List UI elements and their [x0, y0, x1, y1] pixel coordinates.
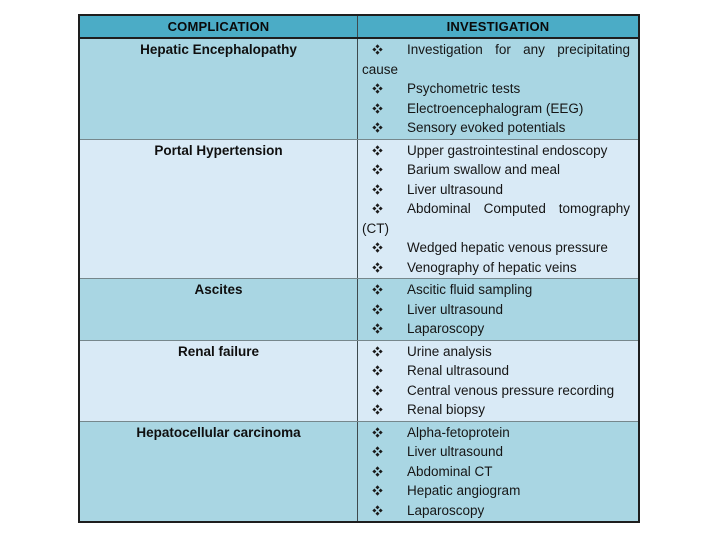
diamond-bullet-icon [372, 144, 383, 156]
investigation-item: Renal ultrasound [362, 361, 630, 381]
investigation-item: Upper gastrointestinal endoscopy [362, 141, 630, 161]
diamond-bullet-icon [372, 465, 383, 477]
investigation-text: Ascitic fluid sampling [407, 282, 533, 297]
table-row-renal-failure: Renal failure Urine analysis Renal ultra… [80, 340, 638, 422]
investigation-item: Investigation for any precipitating caus… [362, 40, 630, 79]
column-header-investigation: INVESTIGATION [446, 19, 550, 34]
investigation-item: Wedged hepatic venous pressure [362, 238, 630, 258]
diamond-bullet-icon [372, 504, 383, 516]
investigation-item: Hepatic angiogram [362, 481, 630, 501]
diamond-bullet-icon [372, 384, 383, 396]
diamond-bullet-icon [372, 404, 383, 415]
investigation-text: Laparoscopy [407, 502, 485, 518]
diamond-bullet-icon [372, 261, 383, 273]
investigation-item: Laparoscopy [362, 319, 630, 339]
investigation-item: Liver ultrasound [362, 442, 630, 462]
investigation-text: Electroencephalogram (EEG) [407, 100, 584, 116]
diamond-bullet-icon [372, 102, 383, 114]
table-row-hepatocellular-carcinoma: Hepatocellular carcinoma Alpha-fetoprote… [80, 421, 638, 522]
investigation-text: Venography of hepatic veins [407, 259, 577, 275]
complication-cell: Hepatic Encephalopathy [80, 39, 358, 139]
investigation-text: Alpha-fetoprotein [407, 424, 510, 440]
investigation-text: Abdominal Computed tomography (CT) [362, 201, 630, 236]
investigation-item: Psychometric tests [362, 79, 630, 99]
diamond-bullet-icon [372, 345, 383, 357]
complication-cell: Portal Hypertension [80, 139, 358, 278]
investigation-text: Liver ultrasound [407, 301, 504, 317]
diamond-bullet-icon [372, 365, 383, 376]
investigation-cell: Ascitic fluid sampling Liver ultrasound … [358, 279, 638, 340]
diamond-bullet-icon [372, 83, 383, 94]
investigation-text: Abdominal CT [407, 463, 493, 479]
diamond-bullet-icon [372, 183, 383, 195]
investigation-item: Sensory evoked potentials [362, 118, 630, 138]
complication-cell: Hepatocellular carcinoma [80, 421, 358, 521]
investigation-text: Urine analysis [407, 343, 492, 359]
investigation-text: Wedged hepatic venous pressure [407, 240, 608, 255]
diamond-bullet-icon [372, 203, 383, 214]
investigation-item: Liver ultrasound [362, 180, 630, 200]
investigation-text: Liver ultrasound [407, 444, 504, 459]
diamond-bullet-icon [372, 323, 383, 334]
complication-cell: Renal failure [80, 340, 358, 421]
investigation-text: Renal biopsy [407, 402, 486, 417]
investigation-text: Barium swallow and meal [407, 162, 561, 177]
diamond-bullet-icon [372, 122, 383, 133]
investigation-item: Venography of hepatic veins [362, 258, 630, 278]
investigation-text: Upper gastrointestinal endoscopy [407, 142, 608, 158]
investigation-text: Investigation for any precipitating caus… [362, 42, 630, 77]
investigation-text: Sensory evoked potentials [407, 120, 566, 135]
investigation-item: Barium swallow and meal [362, 160, 630, 180]
diamond-bullet-icon [372, 44, 383, 55]
investigation-item: Liver ultrasound [362, 300, 630, 320]
investigation-cell: Alpha-fetoprotein Liver ultrasound Abdom… [358, 422, 638, 522]
investigation-item: Abdominal Computed tomography (CT) [362, 199, 630, 238]
investigation-item: Urine analysis [362, 342, 630, 362]
investigation-item: Ascitic fluid sampling [362, 280, 630, 300]
investigation-text: Liver ultrasound [407, 181, 504, 197]
investigation-text: Laparoscopy [407, 321, 485, 336]
investigation-cell: Investigation for any precipitating caus… [358, 39, 638, 139]
investigation-cell: Upper gastrointestinal endoscopy Barium … [358, 140, 638, 279]
table-row-hepatic-encephalopathy: Hepatic Encephalopathy Investigation for… [80, 39, 638, 140]
investigation-item: Electroencephalogram (EEG) [362, 99, 630, 119]
investigation-text: Renal ultrasound [407, 363, 510, 378]
investigation-item: Alpha-fetoprotein [362, 423, 630, 443]
diamond-bullet-icon [372, 485, 383, 496]
investigation-item: Central venous pressure recording [362, 381, 630, 401]
diamond-bullet-icon [372, 284, 383, 295]
investigation-item: Abdominal CT [362, 462, 630, 482]
investigation-text: Psychometric tests [407, 81, 521, 96]
column-header-complication: COMPLICATION [80, 16, 358, 37]
diamond-bullet-icon [372, 446, 383, 457]
table-header-row: COMPLICATION INVESTIGATION [80, 16, 638, 39]
investigation-item: Renal biopsy [362, 400, 630, 420]
complications-investigations-table: COMPLICATION INVESTIGATION Hepatic Encep… [78, 14, 640, 523]
complication-cell: Ascites [80, 279, 358, 340]
diamond-bullet-icon [372, 426, 383, 438]
table-row-portal-hypertension: Portal Hypertension Upper gastrointestin… [80, 139, 638, 279]
investigation-text: Hepatic angiogram [407, 483, 521, 498]
diamond-bullet-icon [372, 164, 383, 175]
diamond-bullet-icon [372, 303, 383, 315]
investigation-cell: Urine analysis Renal ultrasound Central … [358, 341, 638, 421]
diamond-bullet-icon [372, 242, 383, 253]
investigation-item: Laparoscopy [362, 501, 630, 521]
table-row-ascites: Ascites Ascitic fluid sampling Liver ult… [80, 279, 638, 341]
investigation-text: Central venous pressure recording [407, 382, 615, 398]
